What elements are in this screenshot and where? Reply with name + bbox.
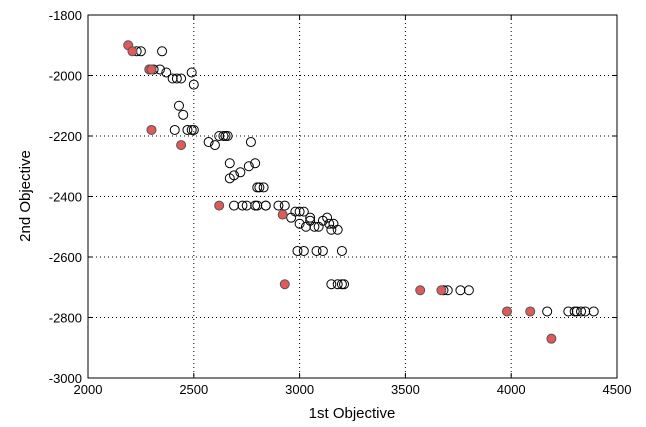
data-point: [209, 140, 220, 151]
x-axis-title: 1st Objective: [309, 405, 396, 422]
data-point: [294, 206, 305, 217]
data-point: [237, 200, 248, 211]
data-point: [224, 173, 235, 184]
data-point: [178, 109, 189, 120]
data-point: [273, 200, 284, 211]
data-point: [580, 306, 591, 317]
highlighted-point: [214, 200, 225, 211]
highlighted-point: [146, 124, 157, 135]
data-point: [542, 306, 553, 317]
x-tick-label: 4000: [497, 382, 526, 397]
x-tick-label: 2000: [74, 382, 103, 397]
data-points: [123, 40, 599, 344]
highlighted-point: [176, 140, 187, 151]
x-tick-label: 3000: [285, 382, 314, 397]
y-tick-label: -2800: [49, 311, 82, 326]
data-point: [332, 224, 343, 235]
highlighted-point: [546, 333, 557, 344]
data-point: [188, 79, 199, 90]
data-point: [294, 218, 305, 229]
y-tick-label: -2400: [49, 190, 82, 205]
data-point: [305, 212, 316, 223]
y-tick-label: -2000: [49, 69, 82, 84]
data-point: [250, 158, 261, 169]
highlighted-point: [415, 285, 426, 296]
data-point: [279, 200, 290, 211]
data-point: [455, 285, 466, 296]
data-point: [258, 182, 269, 193]
x-tick-label: 2500: [179, 382, 208, 397]
y-axis-title: 2nd Objective: [17, 150, 34, 242]
y-tick-label: -2200: [49, 129, 82, 144]
highlighted-point: [436, 285, 447, 296]
data-point: [188, 124, 199, 135]
data-point: [245, 137, 256, 148]
data-point: [339, 279, 350, 290]
highlighted-point: [146, 64, 157, 75]
data-point: [336, 245, 347, 256]
data-point: [176, 73, 187, 84]
data-point: [298, 206, 309, 217]
x-tick-label: 4500: [603, 382, 632, 397]
data-point: [309, 221, 320, 232]
data-point: [252, 182, 263, 193]
data-point: [588, 306, 599, 317]
data-point: [311, 245, 322, 256]
data-point: [182, 124, 193, 135]
data-point: [186, 67, 197, 78]
highlighted-point: [525, 306, 536, 317]
data-point: [241, 200, 252, 211]
data-point: [563, 306, 574, 317]
data-point: [224, 158, 235, 169]
highlighted-point: [277, 209, 288, 220]
data-point: [260, 200, 271, 211]
data-point: [157, 46, 168, 57]
y-tick-label: -3000: [49, 371, 82, 386]
data-point: [169, 124, 180, 135]
data-point: [235, 167, 246, 178]
data-point: [290, 206, 301, 217]
data-point: [292, 245, 303, 256]
data-point: [243, 161, 254, 172]
data-point: [171, 73, 182, 84]
data-point: [326, 279, 337, 290]
data-point: [576, 306, 587, 317]
data-point: [173, 100, 184, 111]
y-tick-label: -2600: [49, 250, 82, 265]
highlighted-point: [501, 306, 512, 317]
data-point: [571, 306, 582, 317]
data-point: [324, 218, 335, 229]
highlighted-point: [127, 46, 138, 57]
y-tick-label: -1800: [49, 8, 82, 23]
data-point: [298, 245, 309, 256]
data-point: [214, 131, 225, 141]
x-axis-ticks: 2000 2500 3000 3500 4000 4500: [74, 15, 632, 397]
data-point: [222, 131, 233, 141]
data-point: [322, 212, 333, 223]
data-point: [317, 245, 328, 256]
data-point: [252, 200, 263, 211]
data-point: [332, 279, 343, 290]
x-tick-label: 3500: [391, 382, 420, 397]
data-point: [229, 200, 240, 211]
data-point: [167, 73, 178, 84]
data-point: [203, 137, 214, 148]
data-point: [463, 285, 474, 296]
data-point: [326, 224, 337, 235]
highlighted-point: [279, 279, 290, 290]
y-axis-ticks: -1800 -2000 -2200 -2400 -2600 -2800 -3000: [49, 8, 617, 386]
data-point: [161, 67, 172, 78]
